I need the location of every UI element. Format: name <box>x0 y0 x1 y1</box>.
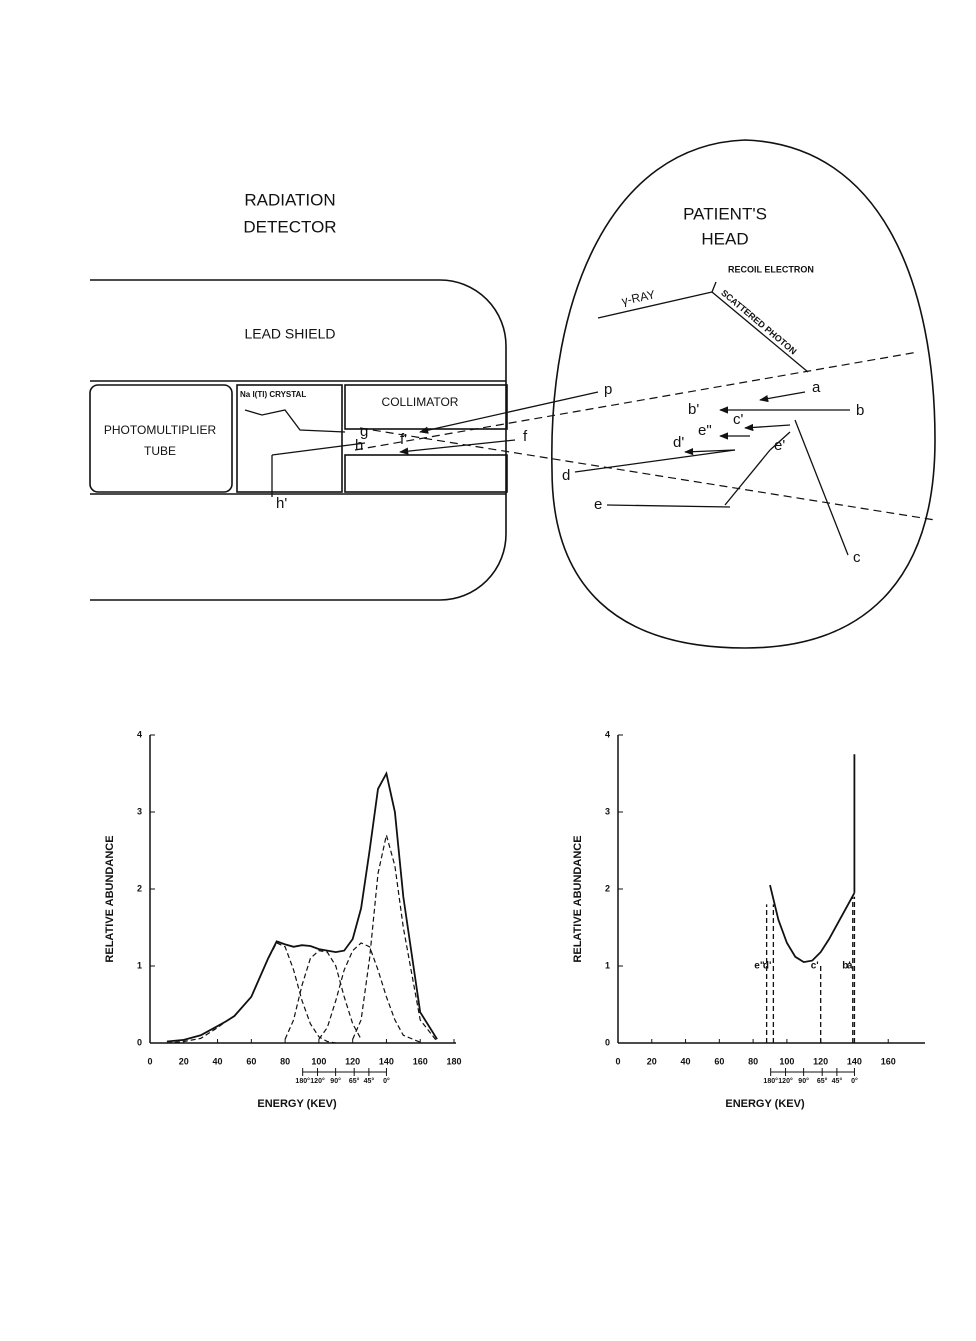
ray-label: c <box>853 549 861 566</box>
x-tick-label: 160 <box>881 1056 896 1066</box>
crystal-label: Na I(Tl) CRYSTAL <box>240 390 306 399</box>
x-tick-label: 40 <box>681 1056 691 1066</box>
detector-title: RADIATION <box>244 190 335 209</box>
collimator-label: COLLIMATOR <box>382 395 459 409</box>
angle-tick-label: 65° <box>817 1077 828 1085</box>
angle-tick-label: 180° <box>763 1077 778 1085</box>
photomultiplier-label: PHOTOMULTIPLIER <box>104 423 217 437</box>
y-tick-label: 2 <box>605 883 610 893</box>
x-tick-label: 80 <box>280 1056 290 1066</box>
y-axis-title: RELATIVE ABUNDANCE <box>572 835 584 962</box>
y-axis-title: RELATIVE ABUNDANCE <box>104 835 116 962</box>
crystal-box <box>237 385 342 492</box>
angle-tick-label: 120° <box>778 1077 793 1085</box>
ray-label: a <box>812 379 821 396</box>
ray-label: e <box>594 496 602 513</box>
angle-tick-label: 0° <box>851 1077 858 1085</box>
marker-label: c' <box>811 961 819 972</box>
y-tick-label: 3 <box>137 806 142 816</box>
ray-label: e" <box>698 422 712 439</box>
x-tick-label: 40 <box>213 1056 223 1066</box>
data-line <box>167 943 336 1043</box>
marker-label: a <box>847 961 853 972</box>
x-tick-label: 100 <box>311 1056 326 1066</box>
ray-d <box>575 450 735 472</box>
x-tick-label: 140 <box>847 1056 862 1066</box>
y-tick-label: 4 <box>605 729 610 739</box>
y-tick-label: 1 <box>137 960 142 970</box>
x-tick-label: 180 <box>446 1056 461 1066</box>
x-tick-label: 120 <box>813 1056 828 1066</box>
x-tick-label: 120 <box>345 1056 360 1066</box>
angle-tick-label: 45° <box>832 1077 843 1085</box>
y-tick-label: 3 <box>605 806 610 816</box>
y-tick-label: 2 <box>137 883 142 893</box>
ray-label: b <box>856 402 864 419</box>
angle-tick-label: 65° <box>349 1077 360 1085</box>
head-title: HEAD <box>701 229 748 248</box>
collimator-bottom <box>345 455 507 492</box>
ray-g <box>245 410 345 432</box>
ray-c <box>745 425 790 428</box>
x-tick-label: 0 <box>615 1056 620 1066</box>
detector-title: DETECTOR <box>243 217 336 236</box>
recoil-electron-line <box>712 282 716 292</box>
angle-tick-label: 90° <box>798 1077 809 1085</box>
x-tick-label: 100 <box>779 1056 794 1066</box>
ray-a <box>760 392 805 400</box>
data-line <box>353 835 437 1041</box>
x-tick-label: 160 <box>413 1056 428 1066</box>
angle-tick-label: 0° <box>383 1077 390 1085</box>
ray-label: d <box>562 467 570 484</box>
x-axis-title: ENERGY (KEV) <box>725 1098 805 1110</box>
ray-c-path <box>795 420 848 555</box>
lead-shield-label: LEAD SHIELD <box>244 326 335 342</box>
angle-tick-label: 90° <box>330 1077 341 1085</box>
ray-h <box>272 443 365 455</box>
angle-tick-label: 120° <box>310 1077 325 1085</box>
ray-label: f' <box>400 431 407 448</box>
y-tick-label: 4 <box>137 729 142 739</box>
angle-tick-label: 180° <box>295 1077 310 1085</box>
data-line <box>770 885 854 962</box>
ray-label: b' <box>688 401 699 418</box>
ray-label: p <box>604 381 612 398</box>
head-title: PATIENT'S <box>683 204 767 223</box>
recoil-electron-label: RECOIL ELECTRON <box>728 264 814 274</box>
scattered-photon-label: SCATTERED PHOTON <box>719 288 798 357</box>
x-tick-label: 80 <box>748 1056 758 1066</box>
y-tick-label: 0 <box>137 1037 142 1047</box>
ray-e <box>607 505 730 507</box>
ray-label: d' <box>673 434 684 451</box>
marker-label: d' <box>763 961 772 972</box>
x-tick-label: 60 <box>246 1056 256 1066</box>
photomultiplier-label: TUBE <box>144 444 176 458</box>
photomultiplier-box <box>90 385 232 492</box>
x-tick-label: 0 <box>147 1056 152 1066</box>
ray-label: f <box>523 428 528 445</box>
angle-tick-label: 45° <box>364 1077 375 1085</box>
ray-label: c' <box>733 411 744 428</box>
ray-label: h <box>355 437 363 454</box>
x-tick-label: 20 <box>179 1056 189 1066</box>
gamma-ray-label: γ-RAY <box>620 287 656 308</box>
ray-label: h' <box>276 495 287 512</box>
detector-diagram: RADIATION DETECTOR PATIENT'S HEAD LEAD S… <box>90 140 935 648</box>
x-tick-label: 140 <box>379 1056 394 1066</box>
ray-f <box>400 440 515 452</box>
scattered-photon-line <box>712 292 808 372</box>
x-axis-title: ENERGY (KEV) <box>257 1098 337 1110</box>
ray-label: e' <box>774 437 785 454</box>
data-line <box>285 951 361 1040</box>
y-tick-label: 0 <box>605 1037 610 1047</box>
ray-e-branch <box>725 450 770 505</box>
x-tick-label: 20 <box>647 1056 657 1066</box>
y-tick-label: 1 <box>605 960 610 970</box>
figure-page: RADIATION DETECTOR PATIENT'S HEAD LEAD S… <box>0 0 976 1341</box>
x-tick-label: 60 <box>714 1056 724 1066</box>
